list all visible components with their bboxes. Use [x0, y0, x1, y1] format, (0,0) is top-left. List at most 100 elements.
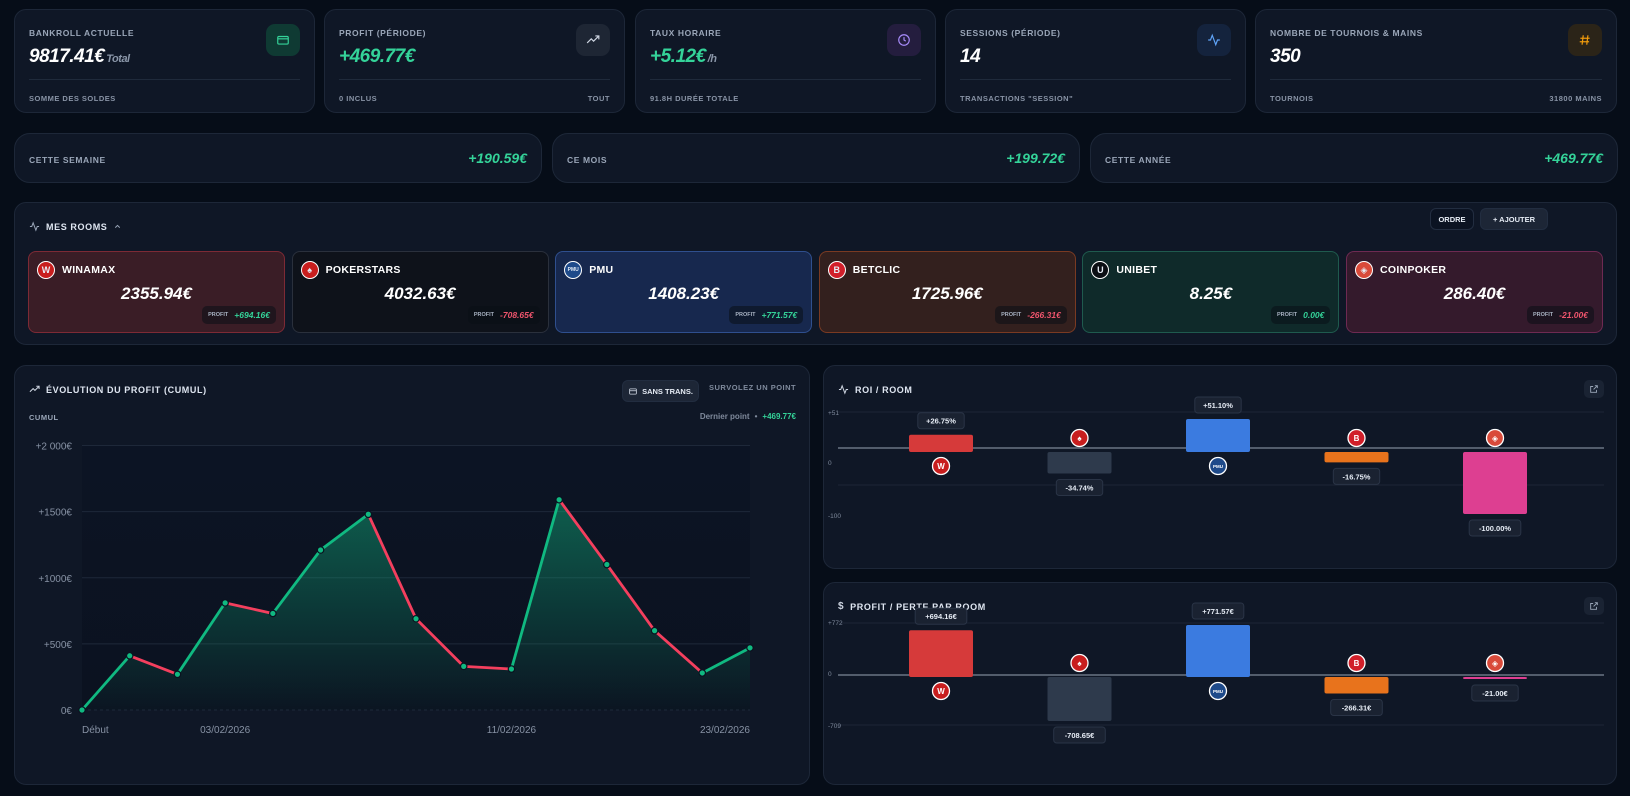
external-link-icon	[1590, 602, 1598, 610]
room-name: BETCLIC	[852, 264, 901, 276]
last-point-value: +469.77€	[762, 412, 796, 421]
room-profit-label: PROFIT	[208, 312, 229, 318]
room-card[interactable]: U UNIBET 8.25€ PROFIT 0.00€	[1082, 251, 1340, 333]
y-tick-label: +2 000€	[36, 442, 73, 453]
bar[interactable]	[1463, 452, 1527, 514]
hover-hint: SURVOLEZ UN POINT	[709, 383, 797, 392]
bar-value-text: -708.65€	[1065, 731, 1095, 740]
stat-value: +5.12€	[650, 46, 706, 67]
stat-footnote: TOURNOIS	[1270, 94, 1314, 103]
y-tick-label: +772	[828, 620, 843, 627]
room-card[interactable]: W WINAMAX 2355.94€ PROFIT +694.16€	[28, 251, 285, 333]
bar-value-text: +771.57€	[1202, 607, 1234, 616]
x-tick-label: Début	[82, 725, 109, 736]
stat-footnote: TRANSACTIONS "SESSION"	[960, 94, 1074, 103]
room-logo-circle	[931, 681, 951, 701]
line-segment	[80, 654, 132, 712]
bar[interactable]	[1463, 677, 1527, 679]
room-card[interactable]: PMU PMU 1408.23€ PROFIT +771.57€	[555, 251, 813, 333]
bar[interactable]	[909, 630, 973, 677]
bar[interactable]	[909, 434, 973, 452]
data-point[interactable]	[603, 560, 611, 569]
data-point[interactable]	[746, 644, 754, 652]
room-card[interactable]: B BETCLIC 1725.96€ PROFIT -266.31€	[818, 251, 1076, 333]
room-card[interactable]: ◈ COINPOKER 286.40€ PROFIT -21.00€	[1346, 251, 1603, 333]
bar[interactable]	[1186, 419, 1250, 452]
bar[interactable]	[1186, 625, 1250, 677]
trending-up-icon	[576, 24, 610, 56]
data-point[interactable]	[221, 599, 229, 607]
profit-loss-panel: $ PROFIT / PERTE PAR ROOM +772 0 -709 +694.…	[823, 582, 1617, 785]
y-tick-label: +1500€	[38, 508, 72, 519]
data-point[interactable]	[173, 670, 182, 679]
wallet-icon	[629, 387, 637, 395]
room-logo-icon: ♠	[1070, 653, 1089, 673]
bar-value-text: +51.10%	[1203, 401, 1233, 410]
bar-value-text: -21.00€	[1482, 689, 1508, 698]
activity-icon	[1197, 24, 1231, 56]
line-segment	[414, 617, 466, 668]
data-point[interactable]	[316, 546, 325, 554]
room-balance: 4032.63€	[384, 284, 456, 303]
room-balance: 2355.94€	[121, 284, 192, 303]
add-room-button[interactable]: + AJOUTER	[1480, 208, 1548, 230]
room-logo-icon: ◈	[1355, 261, 1373, 279]
profit-evolution-panel: ÉVOLUTION DU PROFIT (CUMUL) SANS TRANS. …	[14, 365, 810, 785]
last-point-separator: •	[754, 412, 758, 421]
data-point[interactable]	[555, 495, 563, 504]
period-card: CE MOIS +199.72€	[552, 133, 1080, 183]
order-button[interactable]: ORDRE	[1430, 208, 1474, 230]
room-profit-value: -708.65€	[500, 310, 534, 320]
room-logo-circle	[1347, 428, 1366, 448]
bar[interactable]	[1324, 677, 1389, 694]
bar[interactable]	[1324, 452, 1389, 463]
stat-divider	[29, 79, 300, 80]
room-logo-circle	[1070, 653, 1089, 673]
profit-loss-bar-chart[interactable]: +772 0 -709 +694.16€ W -708.65€ ♠ +771.57€ PMU -2…	[824, 583, 1618, 786]
bar-value-text: -16.75%	[1343, 472, 1371, 481]
room-logo-glyph: B	[1354, 434, 1360, 443]
room-logo-icon: W	[37, 261, 55, 279]
data-point[interactable]	[507, 665, 516, 673]
room-profit-value: -21.00€	[1559, 310, 1588, 320]
profit-area-chart[interactable]: 0€ +500€ +1000€ +1500€ +2 000€ Début 03/02/202…	[15, 366, 811, 786]
data-point[interactable]	[364, 510, 373, 519]
roi-panel: ROI / ROOM +51 0 -100 +26.75% W -34.74% ♠ +51.1…	[823, 365, 1617, 569]
room-card[interactable]: ♠ POKERSTARS 4032.63€ PROFIT -708.65€	[291, 251, 549, 333]
room-name: UNIBET	[1116, 264, 1158, 276]
bar-value-label-bg	[914, 607, 968, 625]
stat-card: SESSIONS (PÉRIODE) 14 TRANSACTIONS "SESSIO…	[945, 9, 1246, 113]
x-tick-label: 03/02/2026	[200, 725, 250, 736]
period-card: CETTE SEMAINE +190.59€	[14, 133, 542, 183]
profit-loss-open-button[interactable]	[1584, 597, 1604, 615]
data-point[interactable]	[125, 651, 134, 660]
bar-value-label-bg	[1194, 396, 1242, 414]
room-logo-circle	[1485, 653, 1505, 673]
external-link-icon	[1590, 385, 1598, 393]
data-point[interactable]	[412, 614, 420, 623]
without-transactions-toggle[interactable]: SANS TRANS.	[622, 380, 699, 402]
data-point[interactable]	[78, 706, 86, 714]
room-logo-icon: PMU	[1208, 456, 1228, 476]
y-tick-label: +1000€	[38, 574, 72, 585]
order-button-label: ORDRE	[1438, 214, 1466, 224]
bar[interactable]	[1047, 452, 1112, 474]
chevron-up-icon[interactable]	[113, 222, 122, 231]
stat-divider	[650, 79, 921, 80]
data-point[interactable]	[650, 626, 659, 635]
bar[interactable]	[1047, 677, 1112, 721]
wallet-icon	[266, 24, 300, 56]
rooms-panel-header[interactable]: MES ROOMS	[29, 221, 122, 232]
data-point[interactable]	[269, 609, 277, 618]
data-point[interactable]	[698, 669, 707, 677]
profit-evolution-title: ÉVOLUTION DU PROFIT (CUMUL)	[46, 384, 207, 395]
stat-card: TAUX HORAIRE +5.12€/h 91.8H DURÉE TOTALE	[635, 9, 936, 113]
roi-bar-chart[interactable]: +51 0 -100 +26.75% W -34.74% ♠ +51.10% PMU -16.75…	[824, 366, 1618, 570]
room-logo-glyph: ◈	[1492, 434, 1499, 443]
without-transactions-label: SANS TRANS.	[642, 386, 693, 396]
room-logo-icon: W	[931, 456, 951, 476]
data-point[interactable]	[459, 662, 468, 671]
roi-open-button[interactable]	[1584, 380, 1604, 398]
room-balance: 8.25€	[1189, 284, 1233, 303]
y-tick-label: 0	[828, 460, 832, 467]
